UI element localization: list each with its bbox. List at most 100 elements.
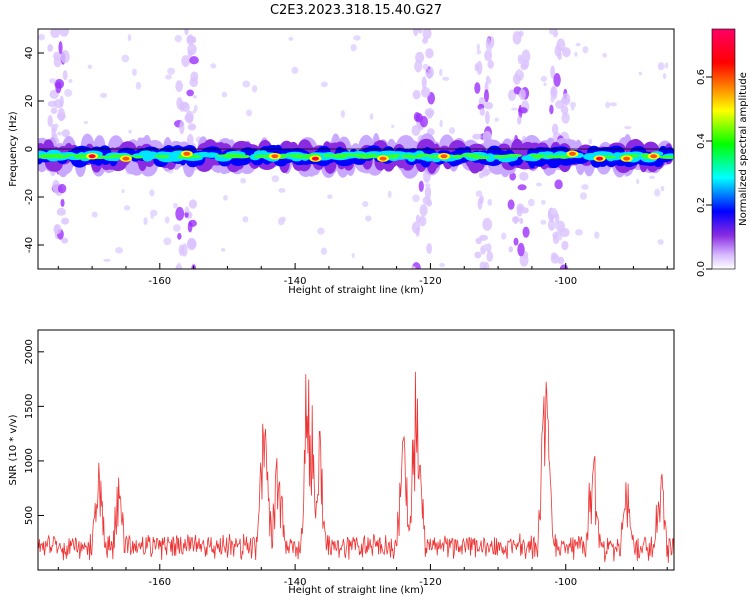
spectrogram-band-blob (472, 155, 490, 160)
spectrogram-noise-blob (271, 175, 280, 183)
spectrogram-hotspot-core (623, 156, 631, 161)
spectrogram-column-blob (484, 101, 494, 110)
spectrogram-noise-blob (351, 252, 355, 259)
spectrogram-noise-blob (660, 185, 665, 192)
spectrogram-noise-blob (38, 33, 45, 41)
spectrogram-column-blob (49, 89, 59, 99)
spectrogram-noise-blob (527, 198, 535, 207)
y-tick-label: -40 (24, 237, 35, 253)
spectrogram-column-blob (507, 199, 515, 210)
spectrogram-noise-blob (556, 103, 562, 109)
spectrogram-column-blob (517, 107, 528, 114)
spectrogram-column-blob (521, 49, 531, 64)
spectrogram-band-blob (352, 153, 367, 157)
spectrogram-noise-blob (278, 188, 286, 193)
spectrogram-column-blob (517, 242, 525, 257)
spectrogram-noise-blob (588, 138, 593, 145)
spectrogram-column-blob (53, 99, 64, 109)
spectrogram-column-blob (181, 55, 191, 67)
spectrogram-column-blob (186, 34, 194, 46)
spectrogram-noise-blob (605, 101, 611, 109)
spectrogram-noise-blob (549, 221, 558, 228)
spectrogram-noise-blob (172, 224, 181, 232)
spectrogram-column-blob (478, 172, 485, 179)
spectrogram-column-blob (518, 89, 526, 101)
spectrogram-column-blob (519, 217, 524, 224)
spectrogram-column-blob (484, 49, 493, 62)
spectrogram-noise-blob (550, 208, 557, 216)
spectrogram-column-blob (413, 29, 419, 37)
spectrogram-noise-blob (665, 62, 669, 69)
spectrogram-column-blob (181, 243, 188, 257)
spectrogram-hotspot-core (271, 154, 279, 159)
spectrogram-x-ticks: -160 -140 -120 -100 (57, 263, 668, 287)
spectrogram-column-blob (520, 59, 530, 69)
spectrogram-noise-blob (223, 195, 228, 201)
spectrogram-column-blob (474, 251, 482, 259)
spectrogram-noise-blob (439, 262, 446, 268)
spectrogram-noise-blob (579, 192, 587, 200)
spectrogram-column-blob (179, 121, 185, 135)
spectrogram-noise-blob (442, 76, 450, 81)
spectrogram-column-blob (62, 70, 68, 81)
spectrogram-hotspot-core (311, 156, 319, 161)
spectrogram-noise-blob (654, 188, 661, 197)
x-tick-label: -140 (284, 276, 307, 287)
spectrogram-noise-blob (149, 189, 155, 197)
spectrogram-noise-blob (177, 262, 181, 268)
spectrogram-band-blob (460, 153, 479, 157)
spectrogram-noise-blob (327, 194, 333, 199)
spectrogram-noise-blob (242, 216, 249, 223)
spectrogram-noise-blob (174, 34, 182, 43)
spectrogram-noise-blob (609, 102, 618, 107)
spectrogram-column-blob (57, 183, 67, 194)
spectrogram-column-blob (513, 237, 519, 246)
spectrogram-noise-blob (410, 265, 416, 269)
spectrogram-column-blob (176, 97, 183, 110)
spectrogram-noise-blob (369, 113, 374, 120)
spectrogram-noise-blob (340, 110, 346, 118)
spectrogram-column-blob (519, 171, 529, 181)
spectrogram-heat-layer (38, 29, 674, 269)
spectrogram-column-blob (187, 238, 197, 249)
spectrogram-column-blob (424, 108, 435, 117)
spectrogram-noise-blob (131, 68, 137, 76)
spectrogram-noise-blob (387, 190, 392, 199)
spectrogram-noise-blob (184, 206, 190, 213)
spectrogram-column-blob (551, 123, 559, 135)
spectrogram-noise-blob (291, 66, 299, 74)
spectrogram-noise-blob (581, 184, 589, 190)
spectrogram-column-blob (175, 80, 183, 93)
spectrogram-noise-blob (100, 92, 108, 99)
spectrogram-column-blob (484, 110, 490, 125)
spectrogram-band-blob (390, 154, 399, 157)
spectrogram-noise-blob (624, 126, 632, 130)
spectrogram-noise-blob (127, 34, 132, 42)
spectrogram-column-blob (58, 41, 63, 55)
spectrogram-hotspot-core (88, 154, 96, 159)
spectrogram-noise-blob (164, 216, 170, 224)
spectrogram-noise-blob (350, 44, 357, 52)
spectrogram-column-blob (512, 30, 522, 45)
spectrogram-noise-blob (487, 198, 493, 206)
spectrogram-column-blob (516, 205, 523, 217)
spectrogram-noise-blob (167, 67, 176, 75)
spectrogram-noise-blob (103, 258, 111, 262)
colorbar-tick-label: 0.2 (696, 197, 707, 213)
spectrogram-noise-blob (251, 84, 258, 93)
spectrogram-hotspot-core (440, 154, 448, 159)
spectrogram-column-blob (549, 104, 554, 115)
spectrogram-column-blob (191, 36, 197, 44)
colorbar-tick-label: 0.6 (696, 69, 707, 85)
spectrogram-column-blob (509, 172, 516, 181)
spectrogram-noise-blob (543, 82, 547, 87)
spectrogram-noise-blob (362, 201, 369, 208)
spectrogram-column-blob (511, 216, 520, 223)
spectrogram-noise-blob (123, 205, 131, 211)
spectrogram-noise-blob (548, 29, 555, 35)
y-tick-label: 0 (24, 146, 35, 152)
spectrogram-column-blob (556, 38, 566, 52)
spectrogram-noise-blob (365, 215, 372, 222)
spectrogram-noise-blob (540, 75, 548, 82)
